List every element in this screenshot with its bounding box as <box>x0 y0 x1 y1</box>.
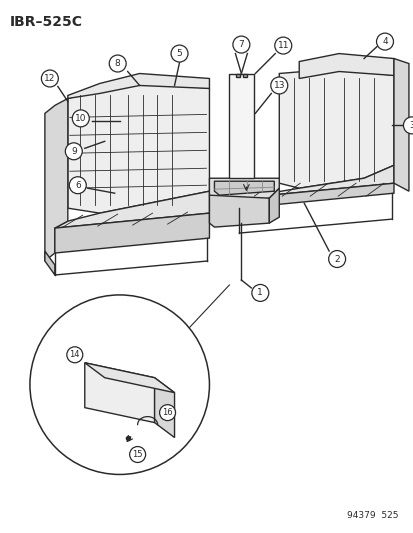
Text: 13: 13 <box>273 81 284 90</box>
Text: 6: 6 <box>75 181 81 190</box>
Polygon shape <box>154 378 174 438</box>
Polygon shape <box>209 195 268 227</box>
Circle shape <box>171 45 188 62</box>
Circle shape <box>233 36 249 53</box>
Polygon shape <box>209 178 279 205</box>
Polygon shape <box>68 82 209 213</box>
Text: 11: 11 <box>277 41 288 50</box>
Polygon shape <box>68 74 209 99</box>
Polygon shape <box>45 251 55 275</box>
Polygon shape <box>85 363 174 393</box>
Text: 5: 5 <box>176 49 182 58</box>
Text: 3: 3 <box>408 121 413 130</box>
Circle shape <box>41 70 58 87</box>
Polygon shape <box>279 69 393 188</box>
Circle shape <box>129 447 145 463</box>
Circle shape <box>159 405 175 421</box>
Polygon shape <box>55 191 209 228</box>
Text: 94379  525: 94379 525 <box>347 511 398 520</box>
Text: 4: 4 <box>381 37 387 46</box>
Polygon shape <box>239 165 393 198</box>
Text: 14: 14 <box>69 350 80 359</box>
Text: 7: 7 <box>238 40 244 49</box>
Circle shape <box>65 143 82 160</box>
Text: IBR–525C: IBR–525C <box>10 14 83 29</box>
Polygon shape <box>55 213 209 253</box>
Polygon shape <box>45 99 68 261</box>
Circle shape <box>328 251 345 268</box>
Polygon shape <box>229 74 254 178</box>
Polygon shape <box>393 59 408 191</box>
Polygon shape <box>299 53 393 78</box>
Text: 15: 15 <box>132 450 142 459</box>
Polygon shape <box>243 74 247 77</box>
Circle shape <box>66 347 83 363</box>
Text: 9: 9 <box>71 147 76 156</box>
Circle shape <box>69 177 86 193</box>
Circle shape <box>72 110 89 127</box>
Polygon shape <box>236 74 240 77</box>
Circle shape <box>30 295 209 474</box>
Text: 2: 2 <box>334 255 339 263</box>
Polygon shape <box>268 188 279 223</box>
Text: 12: 12 <box>44 74 55 83</box>
Text: 16: 16 <box>162 408 173 417</box>
Circle shape <box>251 285 268 301</box>
Circle shape <box>375 33 392 50</box>
Text: 10: 10 <box>75 114 86 123</box>
Text: 8: 8 <box>114 59 120 68</box>
Circle shape <box>403 117 413 134</box>
Polygon shape <box>214 181 274 195</box>
Polygon shape <box>85 363 154 423</box>
Circle shape <box>274 37 291 54</box>
Text: 1: 1 <box>257 288 263 297</box>
Polygon shape <box>239 183 393 208</box>
Circle shape <box>109 55 126 72</box>
Circle shape <box>270 77 287 94</box>
